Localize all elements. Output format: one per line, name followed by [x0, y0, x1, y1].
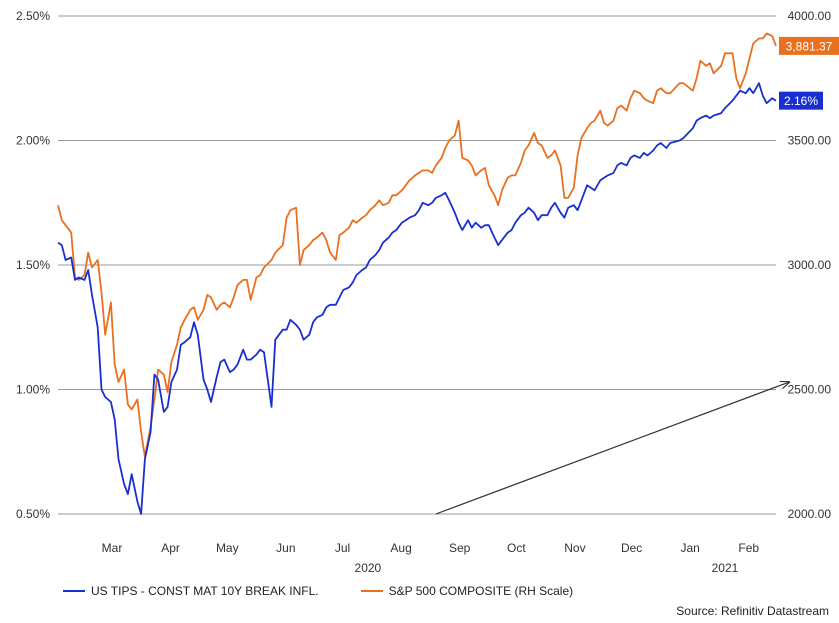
legend-label-tips: US TIPS - CONST MAT 10Y BREAK INFL. [91, 584, 319, 598]
x-axis: Mar Apr May Jun Jul Aug Sep Oct Nov Dec Jan Feb 2020… [102, 541, 760, 575]
legend-swatch-tips [63, 590, 85, 592]
end-label-tips: 2.16% [784, 94, 818, 108]
right-y-axis: 2000.00 2500.00 3000.00 3500.00 4000.00 [788, 9, 832, 521]
gridlines [58, 15, 776, 515]
legend: US TIPS - CONST MAT 10Y BREAK INFL. S&P … [63, 584, 615, 598]
left-tick-label: 2.00% [16, 134, 50, 148]
x-tick-label: Sep [449, 541, 471, 555]
legend-item-sp500: S&P 500 COMPOSITE (RH Scale) [360, 584, 574, 598]
x-tick-label: Oct [507, 541, 526, 555]
right-tick-label: 2500.00 [788, 383, 832, 397]
x-tick-label: Apr [161, 541, 180, 555]
left-tick-label: 1.00% [16, 383, 50, 397]
left-y-axis: 0.50% 1.00% 1.50% 2.00% 2.50% [16, 9, 50, 521]
right-tick-label: 2000.00 [788, 507, 832, 521]
x-tick-label: Mar [102, 541, 123, 555]
series-line-tips [57, 82, 777, 515]
x-tick-label: Feb [738, 541, 759, 555]
x-tick-label: May [216, 541, 239, 555]
source-note: Source: Refinitiv Datastream [676, 604, 829, 618]
left-tick-label: 2.50% [16, 9, 50, 23]
end-label-box-sp500 [779, 36, 839, 55]
x-year-label: 2020 [355, 561, 382, 575]
x-tick-label: Dec [621, 541, 642, 555]
end-label-box-tips [779, 91, 823, 110]
trend-arrow [435, 382, 789, 515]
legend-item-tips: US TIPS - CONST MAT 10Y BREAK INFL. [63, 584, 319, 598]
x-tick-label: Jan [681, 541, 700, 555]
right-tick-label: 4000.00 [788, 9, 832, 23]
series-layer [57, 32, 777, 515]
series-line-sp500 [57, 32, 777, 458]
end-value-labels: 2.16% 3,881.37 [779, 36, 839, 110]
x-tick-label: Aug [390, 541, 411, 555]
right-tick-label: 3000.00 [788, 258, 832, 272]
end-label-sp500: 3,881.37 [786, 39, 833, 53]
left-tick-label: 0.50% [16, 507, 50, 521]
x-year-label: 2021 [712, 561, 739, 575]
legend-label-sp500: S&P 500 COMPOSITE (RH Scale) [388, 584, 574, 598]
right-tick-label: 3500.00 [788, 134, 832, 148]
x-tick-label: Jun [276, 541, 295, 555]
left-tick-label: 1.50% [16, 258, 50, 272]
legend-swatch-sp500 [360, 590, 383, 592]
x-tick-label: Nov [564, 541, 585, 555]
x-tick-label: Jul [335, 541, 350, 555]
annotation-layer [435, 382, 789, 515]
